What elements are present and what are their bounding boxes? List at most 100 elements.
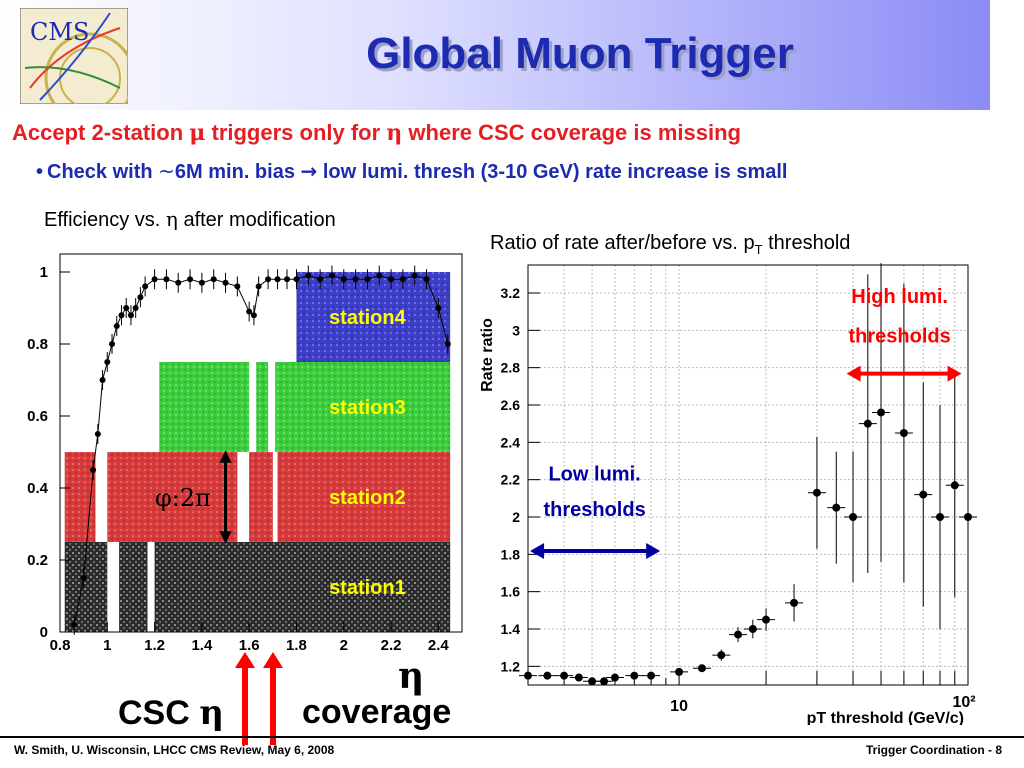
y-tick-label: 2.6 (501, 397, 521, 413)
label-station3: station3 (329, 397, 406, 419)
x-tick-label: 2 (340, 637, 348, 654)
phi-arrow-head-bottom (219, 531, 232, 544)
ratio-point (543, 671, 552, 680)
ratio-point (588, 677, 597, 686)
ratio-point (919, 490, 928, 499)
ratio-point (748, 625, 757, 633)
ratio-point (697, 664, 706, 673)
headline-suffix: where CSC coverage is missing (402, 120, 741, 145)
left-plot-frame (59, 253, 463, 633)
header-band (0, 0, 990, 110)
ratio-point (610, 673, 619, 682)
phi-arrow-head-top (219, 450, 232, 463)
efficiency-point (94, 431, 101, 437)
ratio-point (790, 598, 799, 607)
x-tick-label: 1 (103, 637, 111, 654)
ratio-point (630, 671, 639, 680)
headline: Accept 2-station μ triggers only for η w… (12, 120, 741, 146)
efficiency-point (293, 276, 300, 283)
high-lumi-label-1: High lumi. (851, 286, 948, 308)
left-caption-suffix: after modification (177, 209, 336, 231)
ratio-point (762, 615, 771, 624)
x-tick-label: 1.4 (191, 637, 213, 654)
ratio-point (560, 671, 569, 680)
ratio-point (574, 673, 583, 682)
efficiency-point (118, 312, 125, 319)
efficiency-point (127, 312, 134, 319)
y-tick-label: 0.2 (27, 552, 48, 569)
efficiency-point (175, 279, 182, 286)
high-lumi-arrow-left-head (846, 365, 861, 382)
footer-author: W. Smith, U. Wisconsin, LHCC CMS Review,… (14, 743, 335, 757)
x-tick-label: 2.4 (428, 637, 450, 654)
label-station1: station1 (329, 577, 406, 599)
y-tick-label: 2.4 (501, 434, 521, 450)
region-station1 (154, 542, 451, 632)
efficiency-point (123, 305, 130, 311)
bullet-middle: 6M min. bias (174, 161, 301, 183)
region-station2 (249, 452, 273, 542)
y-tick-label: 2.8 (501, 360, 521, 376)
left-chart-caption: Efficiency vs. η after modification (44, 207, 336, 232)
headline-prefix: Accept 2-station (12, 120, 190, 145)
x-tick-label: 1.6 (239, 637, 260, 654)
low-lumi-label-2: thresholds (543, 499, 645, 521)
region-station1 (119, 542, 148, 632)
page-title: Global Muon Trigger (366, 29, 794, 78)
ratio-point (524, 671, 532, 680)
bullet-point: • Check with ~6M min. bias → low lumi. th… (36, 159, 787, 184)
ratio-point (936, 513, 945, 521)
ratio-point (899, 429, 908, 437)
y-tick-label: 1 (40, 264, 48, 281)
efficiency-point (163, 276, 170, 283)
efficiency-point (198, 279, 205, 286)
efficiency-point (246, 308, 253, 315)
efficiency-point (364, 276, 371, 283)
ratio-point (647, 671, 656, 680)
tilde-symbol: ~ (158, 159, 175, 183)
high-lumi-arrow-right-head (947, 365, 962, 382)
region-station3 (159, 362, 250, 452)
efficiency-point (265, 276, 272, 283)
region-station4 (296, 272, 451, 362)
bullet-prefix: Check with (47, 161, 159, 183)
x-axis-label: pT threshold (GeV/c) (807, 710, 964, 725)
x-tick-label: 1.8 (286, 637, 307, 654)
right-chart-caption: Ratio of rate after/before vs. pT thresh… (490, 232, 850, 257)
red-up-arrow-left-head (235, 652, 255, 668)
region-station1 (64, 542, 108, 632)
region-station2 (107, 452, 238, 542)
high-lumi-label-2: thresholds (849, 325, 951, 347)
efficiency-point (411, 272, 418, 279)
efficiency-point (376, 272, 383, 279)
efficiency-chart: 0.8 1 1.2 1.4 1.6 1.8 2 2.2 2.4 0 0.2 0.4 0.6 0.8 1 st… (27, 253, 463, 654)
ratio-point (600, 677, 609, 686)
efficiency-point (234, 283, 241, 290)
bullet-dot: • (36, 161, 44, 183)
efficiency-point (210, 276, 217, 283)
y-tick-label: 2.2 (501, 472, 521, 488)
x-tick-label: 1.2 (144, 637, 165, 654)
y-axis-label: Rate ratio (480, 318, 496, 392)
efficiency-point (317, 276, 324, 283)
x-tick-label: 10 (670, 698, 688, 715)
efficiency-point (284, 276, 291, 283)
efficiency-point (250, 312, 257, 319)
y-tick-label: 2 (512, 509, 520, 525)
efficiency-point (113, 323, 120, 329)
y-tick-label: 3 (512, 322, 520, 338)
efficiency-point (388, 276, 395, 283)
ratio-point (812, 488, 821, 497)
y-tick-label: 1.8 (501, 546, 521, 562)
right-caption-suffix: threshold (762, 232, 851, 254)
logo-text: CMS (30, 18, 89, 46)
low-lumi-arrow-right-head (646, 543, 661, 559)
efficiency-point (151, 276, 158, 283)
efficiency-point (423, 276, 430, 283)
headline-middle: triggers only for (205, 120, 387, 145)
ratio-point (877, 408, 886, 417)
red-up-arrow-right-head (263, 652, 283, 668)
ratio-point (964, 513, 972, 521)
footer-page: Trigger Coordination - 8 (865, 743, 1002, 757)
